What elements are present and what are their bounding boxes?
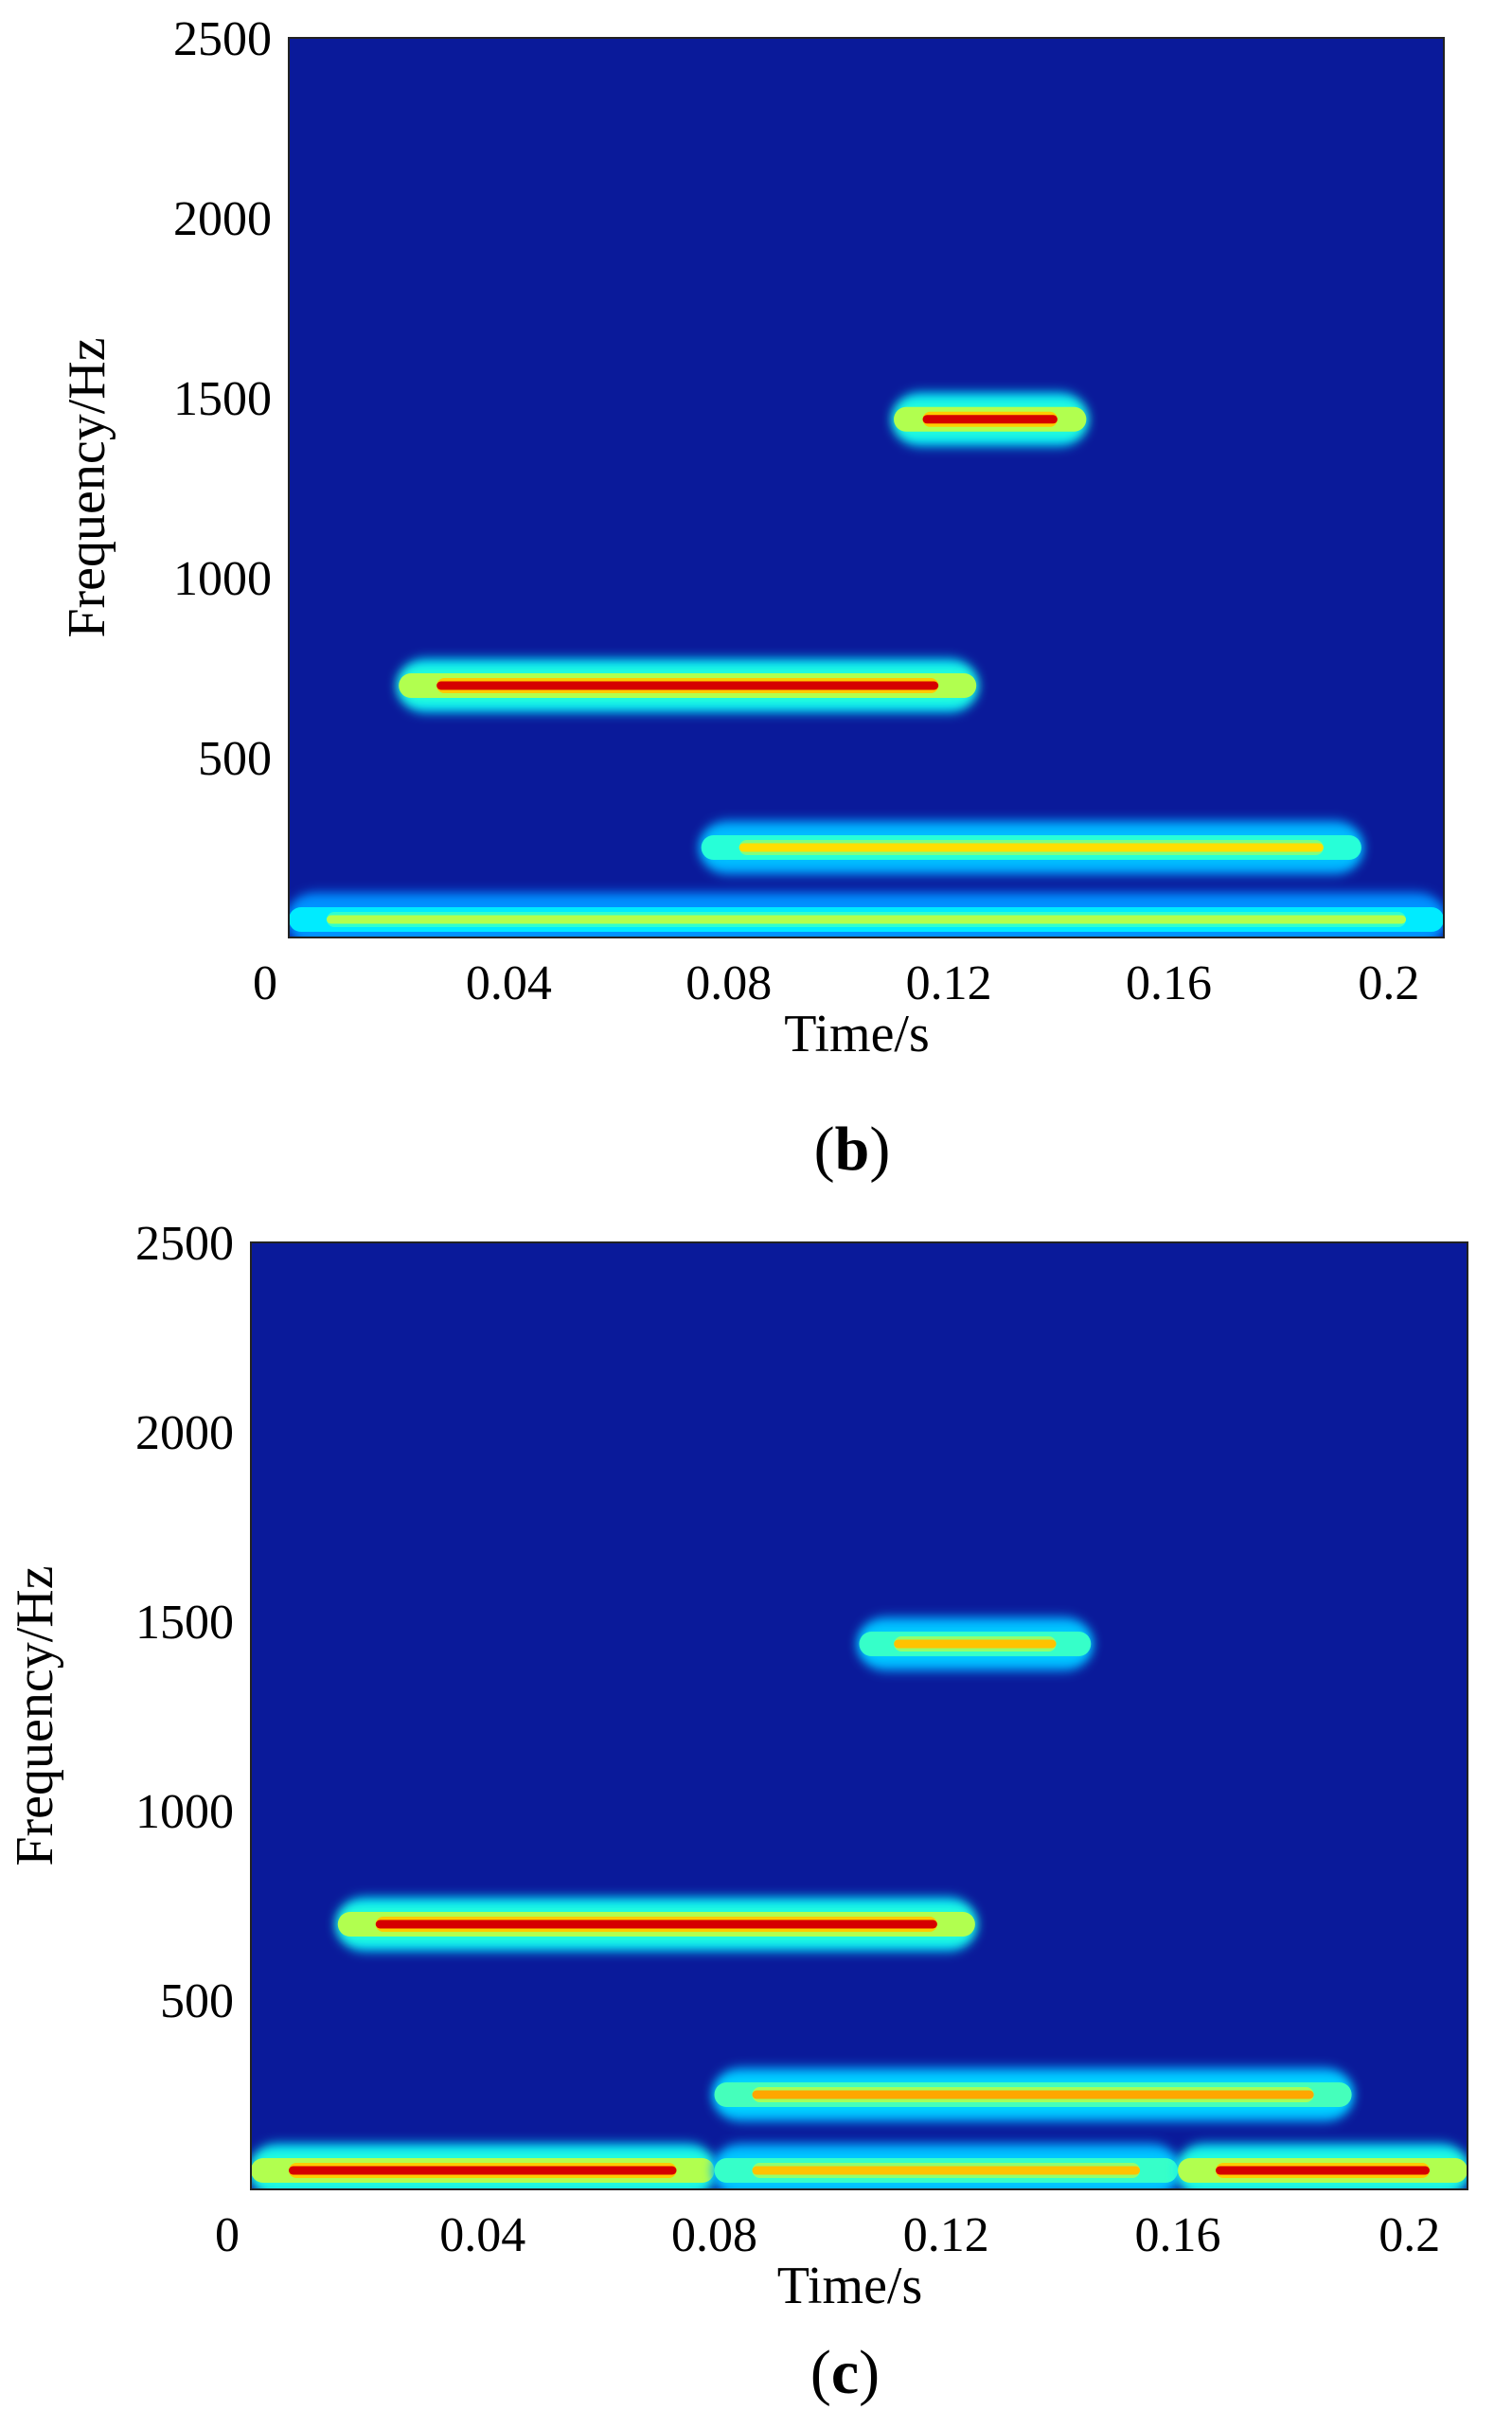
x-tick-label: 0.16: [1135, 2208, 1221, 2262]
x-tick-label: 0.04: [466, 956, 552, 1010]
y-tick-label: 2000: [173, 192, 272, 246]
y-tick-label: 2500: [173, 12, 272, 66]
y-tick-label: 1000: [173, 552, 272, 606]
chart-panel-b: 0 0.04 0.08 0.12 0.16 0.2 500 1000 1500 2000 2500 T…: [58, 12, 1445, 1184]
x-tick-label: 0.08: [685, 956, 772, 1010]
plot-frame: [250, 1241, 1468, 2190]
x-tick-label: 0.12: [906, 956, 992, 1010]
x-tick-label: 0.16: [1126, 956, 1212, 1010]
spectral-component: [289, 893, 1444, 937]
x-axis-label: Time/s: [777, 2257, 923, 2315]
y-tick-label: 1000: [135, 1785, 234, 1839]
x-tick-label: 0.12: [903, 2208, 989, 2262]
spectral-component: [714, 2068, 1352, 2121]
x-tick-label: 0.04: [439, 2208, 525, 2262]
y-tick-label: 2500: [135, 1217, 234, 1271]
spectrogram-components: [251, 1617, 1468, 2189]
spectral-component: [701, 821, 1361, 874]
y-tick-label: 1500: [173, 372, 272, 426]
spectrogram-components: [289, 392, 1444, 937]
y-tick-label: 2000: [135, 1406, 234, 1460]
spectral-component: [251, 2144, 715, 2189]
x-tick-label: 0.2: [1358, 956, 1419, 1010]
y-axis-label: Frequency/Hz: [6, 1565, 64, 1866]
plot-frame: [288, 37, 1445, 938]
plot-background: [251, 1242, 1468, 2189]
spectral-component: [1178, 2144, 1468, 2189]
panel-caption: (c): [810, 2338, 880, 2407]
y-tick-label: 500: [160, 1974, 234, 2028]
y-axis-label: Frequency/Hz: [58, 337, 116, 637]
spectral-component: [859, 1617, 1092, 1670]
spectral-component: [714, 2144, 1179, 2189]
x-tick-label: 0.08: [671, 2208, 757, 2262]
chart-panel-c: 0 0.04 0.08 0.12 0.16 0.2 500 1000 1500 2000 2500 T…: [0, 1214, 1512, 2428]
spectral-component: [894, 392, 1087, 446]
x-axis-label: Time/s: [784, 1005, 930, 1063]
x-tick-label: 0: [253, 956, 277, 1010]
x-tick-label: 0.2: [1379, 2208, 1440, 2262]
spectral-component: [399, 659, 977, 712]
y-tick-label: 500: [198, 732, 272, 786]
spectrogram-chart-c: 0 0.04 0.08 0.12 0.16 0.2 500 1000 1500 2000 2500 T…: [6, 1217, 1468, 2407]
y-tick-label: 1500: [135, 1596, 234, 1650]
x-tick-label: 0: [215, 2208, 240, 2262]
panel-caption: (b): [814, 1115, 891, 1184]
spectrogram-chart-b: 0 0.04 0.08 0.12 0.16 0.2 500 1000 1500 2000 2500 T…: [58, 12, 1445, 1184]
spectral-component: [337, 1898, 975, 1951]
plot-background: [289, 38, 1444, 937]
